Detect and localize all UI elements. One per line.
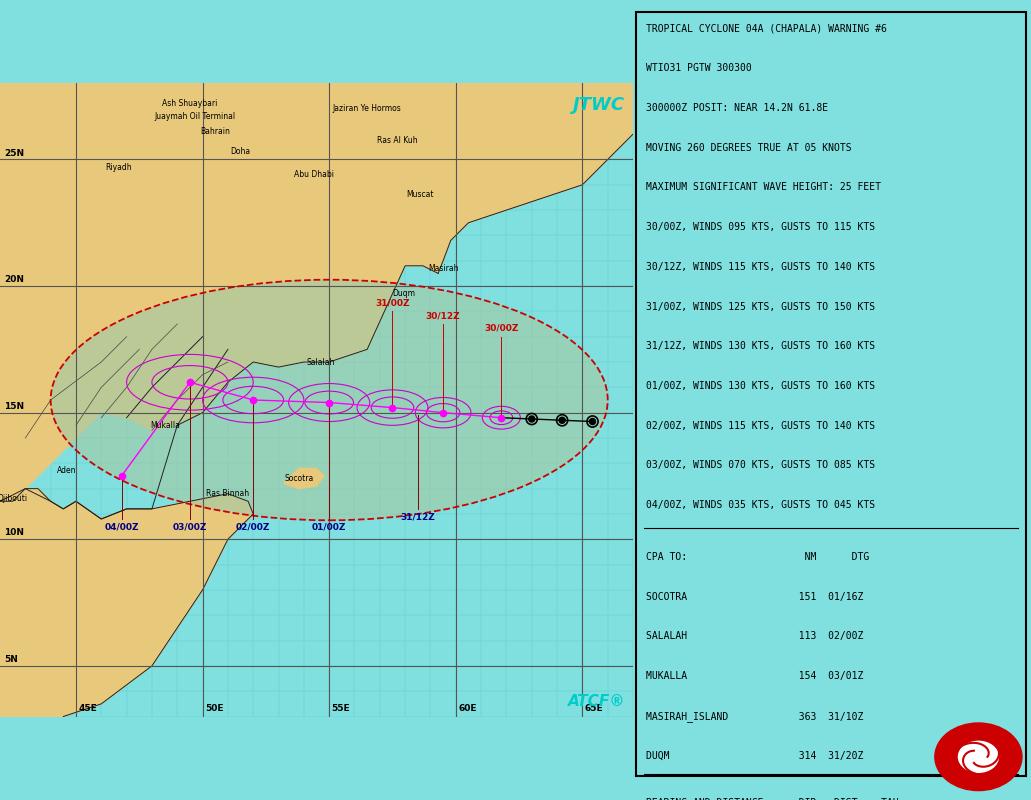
Text: ATCF®: ATCF® [568, 694, 626, 709]
Text: Duqm: Duqm [393, 289, 415, 298]
Text: Doha: Doha [231, 147, 251, 156]
Text: 01/00Z: 01/00Z [312, 523, 346, 532]
Text: 55E: 55E [332, 705, 351, 714]
Text: Djibouti: Djibouti [0, 494, 28, 503]
Text: Socotra: Socotra [285, 474, 313, 483]
Polygon shape [0, 489, 254, 717]
Text: 15N: 15N [4, 402, 24, 411]
Circle shape [959, 742, 998, 772]
Text: 300000Z POSIT: NEAR 14.2N 61.8E: 300000Z POSIT: NEAR 14.2N 61.8E [645, 103, 828, 113]
Text: 30/00Z, WINDS 095 KTS, GUSTS TO 115 KTS: 30/00Z, WINDS 095 KTS, GUSTS TO 115 KTS [645, 222, 875, 232]
Text: 50E: 50E [205, 705, 224, 714]
Text: Muscat: Muscat [406, 190, 434, 199]
Text: 65E: 65E [585, 705, 603, 714]
Circle shape [529, 416, 535, 422]
Text: 30/12Z, WINDS 115 KTS, GUSTS TO 140 KTS: 30/12Z, WINDS 115 KTS, GUSTS TO 140 KTS [645, 262, 875, 272]
Text: Riyadh: Riyadh [106, 162, 132, 171]
Text: Mukalla: Mukalla [149, 421, 179, 430]
Text: MUKALLA                   154  03/01Z: MUKALLA 154 03/01Z [645, 671, 863, 681]
Text: 10N: 10N [4, 529, 24, 538]
Text: DUQM                      314  31/20Z: DUQM 314 31/20Z [645, 750, 863, 761]
Text: 31/12Z: 31/12Z [400, 513, 435, 522]
Polygon shape [51, 280, 607, 520]
Text: 02/00Z: 02/00Z [236, 523, 270, 532]
Text: 45E: 45E [78, 705, 97, 714]
Text: Abu Dhabi: Abu Dhabi [294, 170, 334, 179]
Text: 20N: 20N [4, 275, 24, 284]
Text: Masirah: Masirah [428, 264, 459, 273]
Circle shape [559, 418, 565, 423]
Text: TROPICAL CYCLONE 04A (CHAPALA) WARNING #6: TROPICAL CYCLONE 04A (CHAPALA) WARNING #… [645, 23, 887, 34]
Text: Ras Al Kuh: Ras Al Kuh [377, 136, 418, 145]
Text: 02/00Z, WINDS 115 KTS, GUSTS TO 140 KTS: 02/00Z, WINDS 115 KTS, GUSTS TO 140 KTS [645, 421, 875, 430]
Polygon shape [0, 83, 633, 502]
Polygon shape [51, 280, 607, 520]
Text: 25N: 25N [4, 149, 24, 158]
Text: 01/00Z, WINDS 130 KTS, GUSTS TO 160 KTS: 01/00Z, WINDS 130 KTS, GUSTS TO 160 KTS [645, 381, 875, 391]
Text: 04/00Z, WINDS 035 KTS, GUSTS TO 045 KTS: 04/00Z, WINDS 035 KTS, GUSTS TO 045 KTS [645, 500, 875, 510]
Text: SALALAH                   113  02/00Z: SALALAH 113 02/00Z [645, 631, 863, 642]
Text: 31/00Z: 31/00Z [375, 298, 409, 307]
Text: MAXIMUM SIGNIFICANT WAVE HEIGHT: 25 FEET: MAXIMUM SIGNIFICANT WAVE HEIGHT: 25 FEET [645, 182, 880, 192]
Text: 60E: 60E [459, 705, 476, 714]
Text: Ras Binnah: Ras Binnah [206, 489, 250, 498]
Text: 30/00Z: 30/00Z [485, 324, 519, 333]
Text: 31/12Z, WINDS 130 KTS, GUSTS TO 160 KTS: 31/12Z, WINDS 130 KTS, GUSTS TO 160 KTS [645, 342, 875, 351]
Text: 30/12Z: 30/12Z [426, 311, 461, 320]
Text: Salalah: Salalah [306, 358, 335, 366]
Text: Ash Shuaybari: Ash Shuaybari [162, 99, 218, 108]
Text: SOCOTRA                   151  01/16Z: SOCOTRA 151 01/16Z [645, 591, 863, 602]
Text: WTIO31 PGTW 300300: WTIO31 PGTW 300300 [645, 63, 752, 73]
Text: CPA TO:                    NM      DTG: CPA TO: NM DTG [645, 552, 869, 562]
Text: Jaziran Ye Hormos: Jaziran Ye Hormos [333, 104, 401, 114]
Text: Bahrain: Bahrain [200, 127, 230, 136]
Text: MASIRAH_ISLAND            363  31/10Z: MASIRAH_ISLAND 363 31/10Z [645, 710, 863, 722]
Text: BEARING AND DISTANCE      DIR   DIST    TAU: BEARING AND DISTANCE DIR DIST TAU [645, 798, 898, 800]
Text: Aden: Aden [57, 466, 76, 475]
Text: MOVING 260 DEGREES TRUE AT 05 KNOTS: MOVING 260 DEGREES TRUE AT 05 KNOTS [645, 142, 852, 153]
Text: 5N: 5N [4, 655, 18, 664]
Text: 31/00Z, WINDS 125 KTS, GUSTS TO 150 KTS: 31/00Z, WINDS 125 KTS, GUSTS TO 150 KTS [645, 302, 875, 311]
Text: 04/00Z: 04/00Z [104, 523, 139, 532]
Text: 03/00Z: 03/00Z [173, 523, 207, 532]
Text: 03/00Z, WINDS 070 KTS, GUSTS TO 085 KTS: 03/00Z, WINDS 070 KTS, GUSTS TO 085 KTS [645, 461, 875, 470]
Circle shape [935, 723, 1022, 790]
Polygon shape [284, 468, 324, 489]
Text: JTWC: JTWC [573, 96, 626, 114]
Text: Juaymah Oil Terminal: Juaymah Oil Terminal [155, 112, 235, 121]
Circle shape [590, 418, 596, 425]
